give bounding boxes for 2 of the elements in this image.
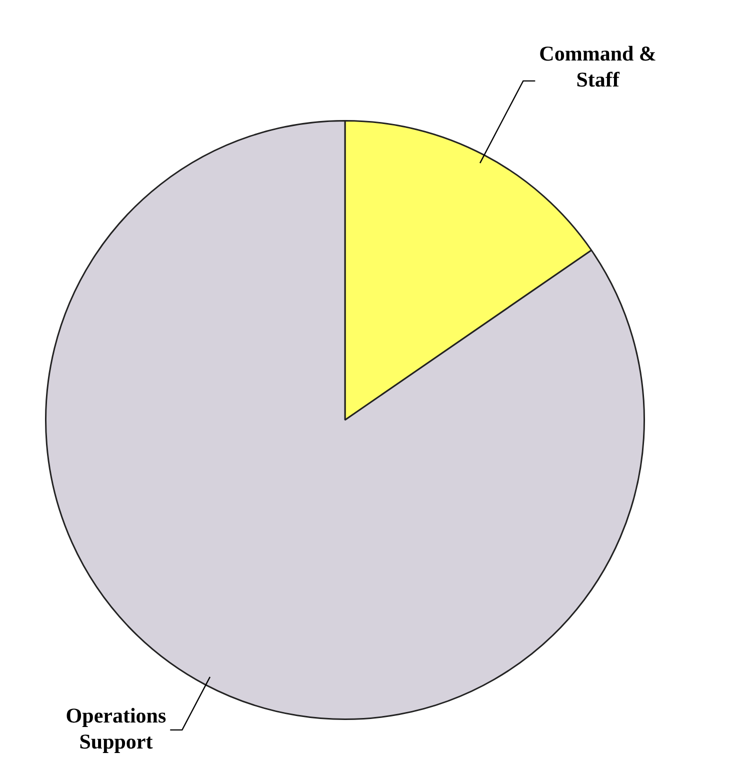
slice-label: Operations Support bbox=[66, 703, 166, 754]
slice-label: Command & Staff bbox=[539, 41, 656, 92]
